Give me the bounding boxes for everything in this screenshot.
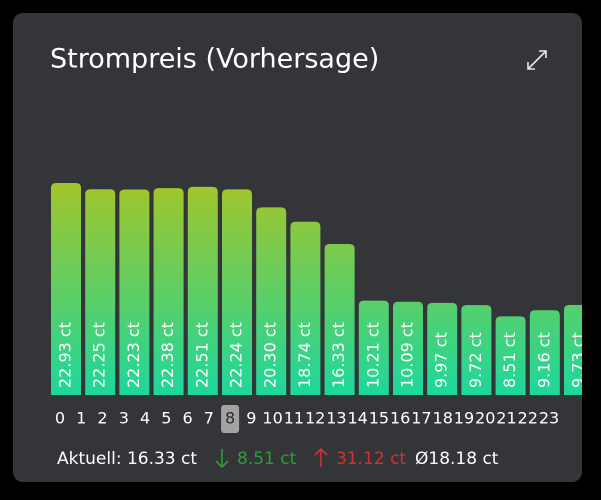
bar-value-label: 22.93 ct [56,322,75,388]
expand-icon[interactable] [527,50,547,70]
bar [187,186,218,395]
bar [85,189,116,395]
bar [461,305,492,395]
bar [324,244,355,395]
bar-value-label: 22.25 ct [90,322,109,388]
hour-label[interactable]: 19 [454,409,474,428]
bar-value-label: 22.38 ct [158,322,177,388]
hour-label[interactable]: 7 [204,409,214,428]
bar [153,188,184,395]
hour-label[interactable]: 18 [433,409,453,428]
bar-value-label: 10.09 ct [398,322,417,388]
bar-value-label: 9.72 ct [466,332,485,388]
down-arrow-icon [215,449,229,469]
bar-value-label: 22.51 ct [192,322,211,388]
summary: Aktuell: 16.33 ct 8.51 ct 31.12 ct Ø18.1… [57,447,499,469]
average-price: Ø18.18 ct [415,449,499,469]
bar [119,189,150,395]
bar [393,301,423,395]
bar [51,183,81,395]
hour-label[interactable]: 20 [475,409,495,428]
bar [290,221,321,395]
hour-label[interactable]: 0 [55,409,65,428]
card-title: Strompreis (Vorhersage) [50,44,379,75]
bar [495,316,526,395]
bar-value-label: 22.24 ct [227,322,246,388]
bar-value-label: 18.74 ct [295,322,314,388]
bar-value-label: 10.21 ct [363,322,382,388]
hour-label[interactable]: 16 [390,409,410,428]
hour-label[interactable]: 6 [182,409,192,428]
hour-label[interactable]: 9 [246,409,256,428]
hour-label[interactable]: 10 [262,409,282,428]
bar [529,310,560,395]
bar [427,302,458,395]
current-price: Aktuell: 16.33 ct [57,449,197,469]
bar-value-label: 9.97 ct [432,332,451,388]
hour-label[interactable]: 2 [97,409,107,428]
hour-label[interactable]: 15 [369,409,389,428]
hour-label[interactable]: 22 [518,409,538,428]
hour-axis: 0 1 2 3 4 5 6 7 8 9 10 11 12 13 14 15 16 17 18 19 20 21 22 23 [55,405,559,433]
hour-label[interactable]: 1 [76,409,86,428]
bar-value-label: 9.16 ct [534,332,553,388]
bar [222,189,252,395]
hour-label[interactable]: 13 [326,409,346,428]
hour-label[interactable]: 4 [140,409,150,428]
hour-label[interactable]: 11 [284,409,304,428]
max-price: 31.12 ct [336,449,406,469]
hour-label[interactable]: 21 [496,409,516,428]
bar [256,207,287,395]
bar [358,300,389,395]
bar-value-label: 22.23 ct [124,322,143,388]
bar [564,305,582,395]
hour-label[interactable]: 12 [305,409,325,428]
hour-label[interactable]: 5 [161,409,171,428]
min-price: 8.51 ct [237,449,297,469]
bar-value-label: 8.51 ct [500,332,519,388]
selected-hour-highlight [221,405,240,433]
hour-label[interactable]: 3 [119,409,129,428]
hour-label[interactable]: 23 [539,409,559,428]
hour-label[interactable]: 14 [347,409,367,428]
bar-value-label: 9.73 ct [569,332,588,388]
bars: 22.93 ct 22.25 ct 22.23 ct 22.38 ct 22.51 ct… [51,183,588,395]
up-arrow-icon [314,447,328,467]
bar-value-label: 16.33 ct [329,322,348,388]
hour-label[interactable]: 8 [225,409,235,428]
bar-value-label: 20.30 ct [261,322,280,388]
hour-label[interactable]: 17 [411,409,431,428]
